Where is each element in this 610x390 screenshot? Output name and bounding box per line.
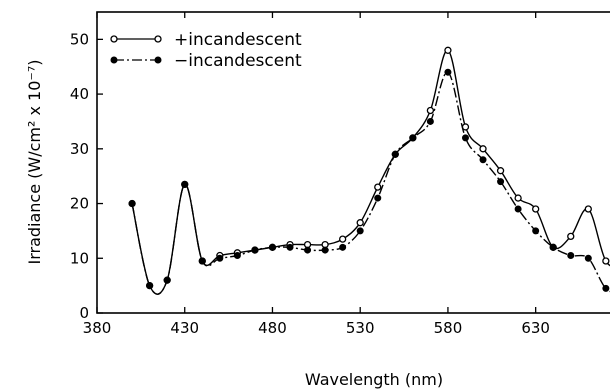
- data-point: [497, 178, 505, 186]
- legend-marker-minus-right: [154, 56, 162, 64]
- data-point: [146, 282, 154, 290]
- legend-marker-minus-left: [110, 56, 118, 64]
- series-layer: [128, 46, 610, 295]
- x-tick-label: 480: [258, 319, 287, 337]
- series-plus-incandescent: [128, 46, 610, 295]
- data-point: [567, 232, 575, 241]
- series-minus-incandescent: [128, 68, 610, 295]
- legend-marker-plus-right: [154, 35, 162, 43]
- data-point: [181, 180, 189, 188]
- y-tick-labels: 0 10 20 30 40 50: [70, 30, 89, 322]
- data-point: [251, 246, 259, 254]
- data-point: [426, 106, 435, 115]
- y-tick-label: 20: [70, 195, 89, 213]
- data-point: [198, 257, 206, 265]
- data-point: [374, 194, 382, 202]
- data-point: [304, 246, 312, 254]
- data-point: [549, 243, 557, 251]
- data-point: [444, 46, 452, 54]
- data-point: [409, 134, 417, 142]
- plot-frame: [96, 11, 610, 314]
- legend-label-plus: +incandescent: [174, 30, 302, 50]
- data-point: [514, 194, 522, 202]
- data-point: [128, 200, 136, 208]
- data-point: [602, 257, 610, 265]
- data-point: [514, 205, 522, 213]
- data-point: [321, 246, 329, 254]
- data-point: [532, 227, 540, 235]
- data-point: [444, 68, 452, 76]
- series-line: [131, 71, 610, 295]
- data-point: [391, 150, 399, 158]
- y-tick-label: 0: [79, 304, 89, 322]
- legend-label-minus: −incandescent: [174, 51, 302, 71]
- data-point: [356, 227, 364, 235]
- y-tick-label: 40: [70, 85, 89, 103]
- data-point: [461, 134, 469, 142]
- data-point: [532, 205, 540, 213]
- data-point: [602, 284, 610, 292]
- data-point: [374, 183, 382, 191]
- data-point: [286, 243, 294, 251]
- x-tick-labels: 380430480530580630680730: [83, 319, 610, 337]
- data-point: [426, 117, 434, 125]
- x-axis-title: Wavelength (nm): [305, 370, 443, 389]
- data-point: [356, 219, 364, 227]
- data-point: [496, 167, 505, 175]
- data-point: [339, 243, 347, 251]
- data-point: [216, 254, 224, 262]
- data-point: [163, 276, 171, 284]
- data-point: [268, 243, 276, 251]
- data-point: [479, 145, 487, 153]
- data-point: [233, 252, 241, 260]
- legend-marker-plus-left: [110, 35, 118, 43]
- legend: +incandescent −incandescent: [110, 30, 302, 71]
- data-point: [479, 156, 487, 164]
- x-tick-label: 380: [83, 319, 112, 337]
- y-tick-label: 30: [70, 140, 89, 158]
- y-tick-label: 10: [70, 249, 89, 267]
- x-tick-label: 530: [346, 319, 375, 337]
- data-point: [339, 235, 347, 243]
- data-point: [584, 254, 592, 262]
- x-tick-label: 580: [434, 319, 463, 337]
- data-point: [584, 205, 592, 213]
- axis-ticks: [96, 12, 537, 314]
- y-axis-title: Irradiance (W/cm² x 10⁻⁷): [25, 59, 44, 264]
- y-tick-label: 50: [70, 30, 89, 48]
- series-line: [131, 49, 610, 295]
- data-point: [567, 252, 575, 260]
- x-tick-label: 430: [170, 319, 199, 337]
- x-tick-label: 630: [521, 319, 550, 337]
